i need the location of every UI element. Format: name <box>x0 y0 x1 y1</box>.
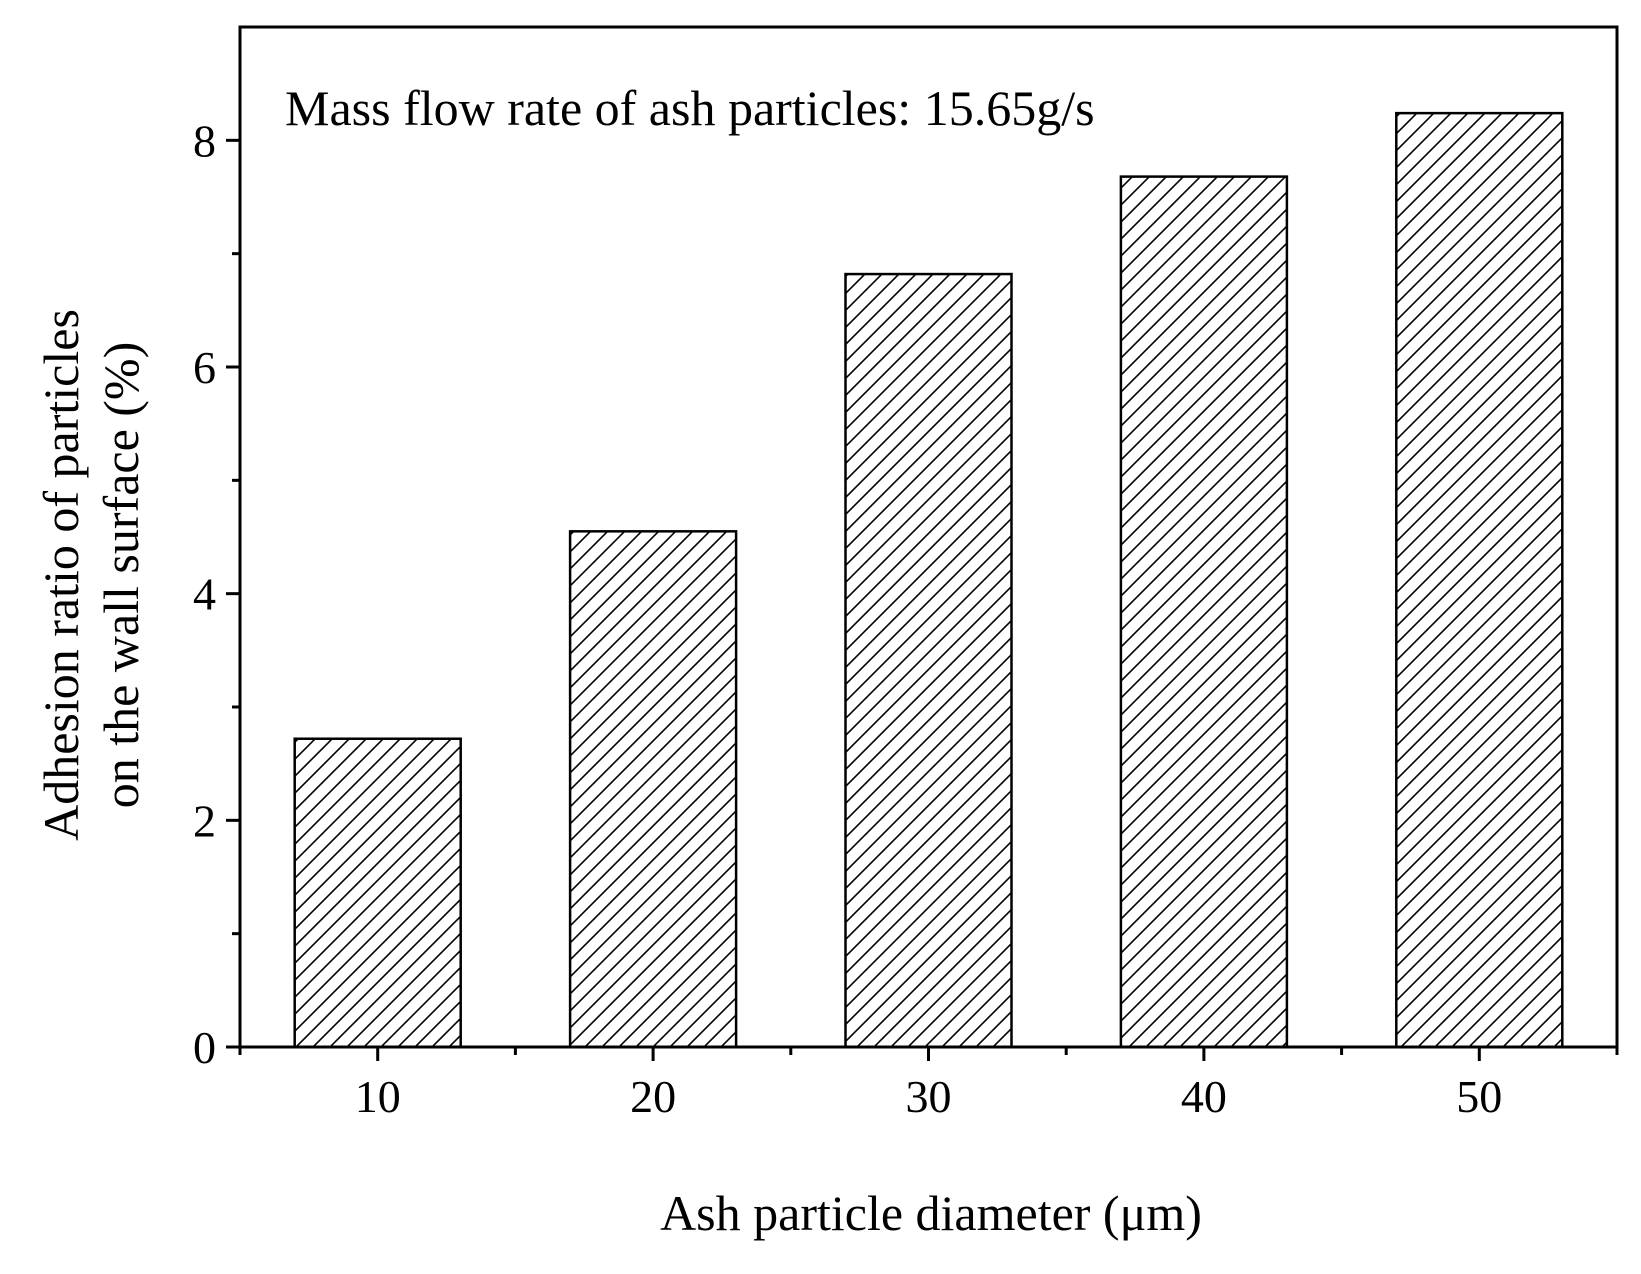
x-tick-label: 30 <box>906 1071 952 1122</box>
y-axis-title-line1: Adhesion ratio of particles <box>33 309 89 841</box>
y-tick-label: 6 <box>193 342 216 393</box>
y-tick-label: 0 <box>193 1022 216 1073</box>
labels-group: 0 2 4 6 8 10 20 30 40 50 <box>193 115 1502 1122</box>
y-tick-label: 4 <box>193 569 216 620</box>
x-tick-label: 20 <box>630 1071 676 1122</box>
bar-30 <box>844 272 1013 1049</box>
bar-50 <box>1395 111 1564 1049</box>
bar-20 <box>568 530 738 1049</box>
x-tick-label: 10 <box>355 1071 401 1122</box>
y-axis-title-line2: on the wall surface (%) <box>93 342 149 808</box>
y-axis-title: Adhesion ratio of particles on the wall … <box>33 309 149 841</box>
annotation-label: Mass flow rate of ash particles: 15.65g/… <box>285 80 1095 136</box>
bar-10 <box>293 737 462 1049</box>
x-tick-label: 40 <box>1181 1071 1227 1122</box>
x-tick-label: 50 <box>1456 1071 1502 1122</box>
y-tick-label: 2 <box>193 795 216 846</box>
bar-40 <box>1119 175 1289 1049</box>
x-axis-title: Ash particle diameter (μm) <box>660 1185 1202 1241</box>
axes-group <box>226 25 1619 1061</box>
y-tick-label: 8 <box>193 115 216 166</box>
bars-group <box>293 111 1564 1049</box>
